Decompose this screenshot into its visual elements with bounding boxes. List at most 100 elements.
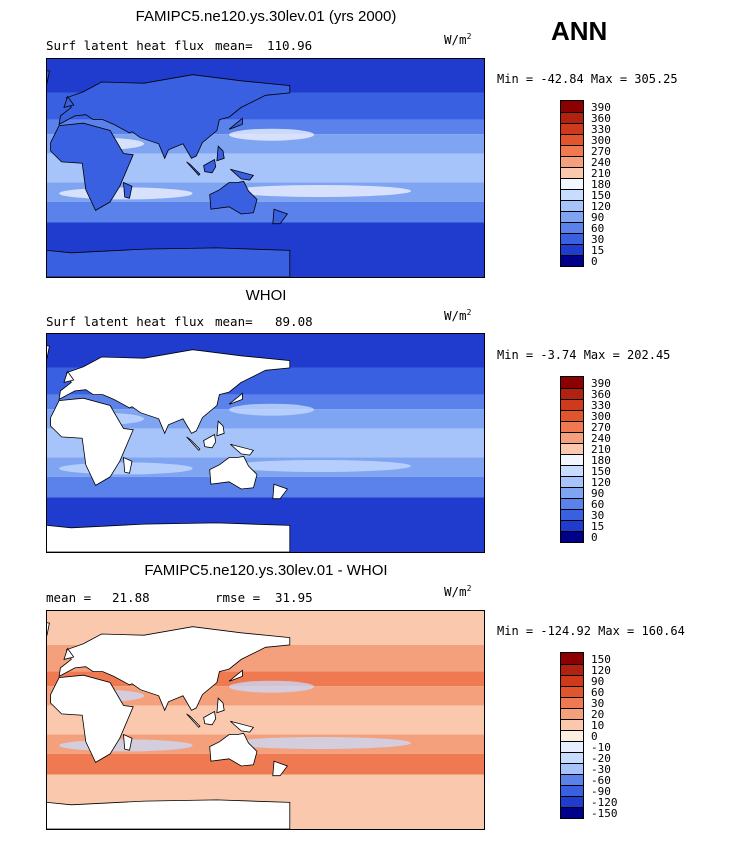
land-outline (50, 674, 134, 763)
colorbar-tick-label: 150 (591, 465, 611, 478)
land-outline (50, 397, 134, 486)
ocean-highlight (229, 680, 315, 693)
colorbar-tick-label: 300 (591, 134, 611, 147)
land-outline (50, 122, 134, 211)
panel1-mean-value: 110.96 (267, 38, 313, 53)
colorbar-swatch (561, 200, 583, 211)
colorbar-swatch (561, 686, 583, 697)
colorbar-tick-label: 20 (591, 708, 605, 721)
panel2-mean-label: mean= (215, 314, 253, 329)
colorbar-swatch (561, 443, 583, 454)
colorbar-swatch (561, 178, 583, 189)
colorbar-swatch (561, 432, 583, 443)
colorbar-swatch (561, 454, 583, 465)
colorbar-swatch (561, 421, 583, 432)
land-outline (58, 349, 291, 435)
colorbar-tick-label: -90 (591, 785, 611, 798)
colorbar-tick-label: 390 (591, 101, 611, 114)
colorbar-swatch (561, 101, 583, 112)
ocean-band (47, 476, 484, 498)
colorbar-tick-label: 120 (591, 200, 611, 213)
colorbar-swatch (561, 730, 583, 741)
colorbar-swatch (561, 531, 583, 542)
land-outline (272, 483, 289, 500)
land-outline (47, 622, 50, 636)
colorbar-tick-label: 120 (591, 664, 611, 677)
colorbar-tick-label: 30 (591, 233, 605, 246)
land-outline (228, 669, 243, 682)
panel2-map-svg (47, 334, 484, 552)
colorbar-swatch (561, 167, 583, 178)
panel2-mean-value: 89.08 (275, 314, 313, 329)
panel1-colorbar (560, 100, 584, 267)
colorbar-tick-label: -30 (591, 763, 611, 776)
colorbar-tick-label: 240 (591, 432, 611, 445)
land-outline (123, 456, 133, 474)
colorbar-swatch (561, 156, 583, 167)
ocean-highlight (229, 185, 412, 198)
panel1-minmax: Min = -42.84 Max = 305.25 (497, 72, 678, 86)
panel1-mean-label: mean= (215, 38, 253, 53)
ocean-highlight (229, 128, 315, 141)
land-outline (272, 760, 289, 777)
colorbar-tick-label: 360 (591, 388, 611, 401)
land-outline (58, 626, 291, 712)
panel3-rmse-value: 31.95 (275, 590, 313, 605)
land-outline (186, 713, 201, 728)
colorbar-swatch (561, 189, 583, 200)
panel3-map-svg (47, 611, 484, 829)
land-outline (209, 732, 258, 767)
land-outline (272, 208, 289, 225)
ocean-highlight (229, 460, 412, 473)
colorbar-swatch (561, 410, 583, 421)
panel3-minmax: Min = -124.92 Max = 160.64 (497, 624, 685, 638)
colorbar-swatch (561, 145, 583, 156)
colorbar-tick-label: 150 (591, 653, 611, 666)
land-outline (228, 117, 243, 130)
colorbar-tick-label: 60 (591, 686, 605, 699)
colorbar-tick-label: 330 (591, 123, 611, 136)
colorbar-swatch (561, 697, 583, 708)
colorbar-swatch (561, 520, 583, 531)
land-outline (228, 392, 243, 405)
land-outline (63, 370, 75, 383)
land-outline (47, 799, 291, 829)
colorbar-tick-label: -150 (591, 807, 618, 820)
ocean-highlight (229, 737, 412, 750)
land-outline (186, 436, 201, 451)
colorbar-tick-label: 90 (591, 487, 605, 500)
colorbar-swatch (561, 509, 583, 520)
panel3-mean-value: 21.88 (112, 590, 150, 605)
land-outline (230, 720, 255, 733)
land-outline (203, 710, 217, 726)
colorbar-swatch (561, 763, 583, 774)
colorbar-swatch (561, 653, 583, 664)
colorbar-tick-label: 60 (591, 222, 605, 235)
colorbar-tick-label: 90 (591, 675, 605, 688)
colorbar-tick-label: -20 (591, 752, 611, 765)
colorbar-swatch (561, 752, 583, 763)
colorbar-tick-label: 210 (591, 167, 611, 180)
colorbar-swatch (561, 774, 583, 785)
colorbar-swatch (561, 377, 583, 388)
panel2-minmax: Min = -3.74 Max = 202.45 (497, 348, 671, 362)
colorbar-tick-label: 300 (591, 410, 611, 423)
panel1-map-svg (47, 59, 484, 277)
panel2-title: WHOI (245, 287, 287, 304)
colorbar-tick-label: 15 (591, 520, 605, 533)
land-outline (47, 345, 50, 359)
land-outline (209, 455, 258, 490)
land-outline (203, 433, 217, 449)
ocean-band (47, 753, 484, 775)
land-outline (230, 168, 255, 181)
colorbar-swatch (561, 807, 583, 818)
colorbar-tick-label: 330 (591, 399, 611, 412)
colorbar-swatch (561, 211, 583, 222)
colorbar-tick-label: 120 (591, 476, 611, 489)
colorbar-tick-label: 0 (591, 531, 598, 544)
ocean-band (47, 201, 484, 223)
colorbar-swatch (561, 796, 583, 807)
panel3-units: W/m2 (444, 584, 472, 599)
panel3-mean-label: mean = (46, 590, 92, 605)
colorbar-swatch (561, 487, 583, 498)
